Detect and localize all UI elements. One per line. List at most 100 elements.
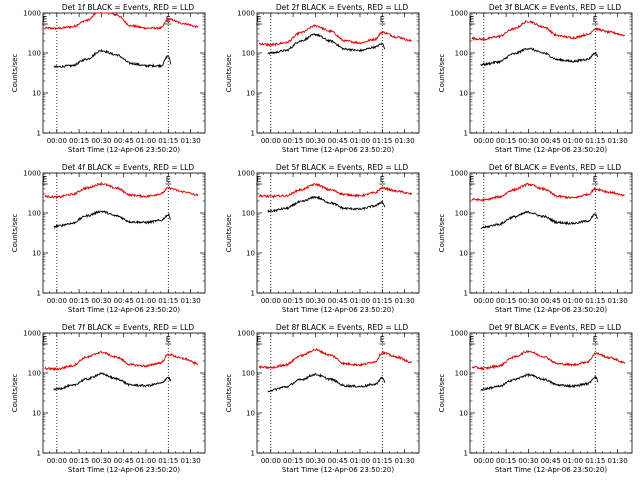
- x-tick-label: 00:15: [496, 137, 516, 145]
- panel-title: Det 8f BLACK = Events, RED = LLD: [276, 323, 409, 332]
- x-tick-label: 00:15: [283, 297, 303, 305]
- x-tick-label: 01:30: [394, 297, 414, 305]
- lld-series-line: [44, 350, 199, 372]
- panel-title: Det 5f BLACK = Events, RED = LLD: [276, 163, 409, 172]
- event-marker-label: E: [166, 335, 171, 344]
- x-tick-label: 00:30: [518, 137, 538, 145]
- event-marker-label: E: [42, 175, 47, 184]
- x-tick-label: 01:00: [136, 457, 156, 465]
- y-tick-label: 1000: [237, 170, 255, 178]
- x-axis-label: Start Time (12-Apr-06 23:50:20): [495, 146, 607, 154]
- y-tick-label: 1: [37, 450, 41, 458]
- y-tick-label: 100: [455, 210, 468, 218]
- events-series-line: [53, 209, 171, 229]
- event-marker-label: E: [380, 175, 385, 184]
- events-series-line: [53, 48, 172, 69]
- plot-frame: [42, 12, 206, 134]
- x-tick-label: 01:15: [585, 457, 605, 465]
- events-series-line: [267, 195, 386, 214]
- lld-series-line: [258, 24, 413, 47]
- x-tick-label: 01:15: [585, 137, 605, 145]
- x-axis-label: Start Time (12-Apr-06 23:50:20): [282, 146, 394, 154]
- x-tick-label: 01:15: [372, 137, 392, 145]
- x-tick-label: 00:15: [69, 137, 89, 145]
- lld-series-line: [471, 350, 626, 371]
- x-axis-label: Start Time (12-Apr-06 23:50:20): [68, 466, 180, 474]
- y-tick-label: 10: [32, 250, 41, 258]
- x-tick-label: 00:00: [474, 137, 494, 145]
- y-axis-label: Counts/sec: [225, 374, 233, 413]
- x-tick-label: 01:30: [180, 297, 200, 305]
- event-marker-label: E: [42, 15, 47, 24]
- events-series-line: [480, 47, 598, 67]
- event-marker-label: E: [469, 175, 474, 184]
- y-axis-label: Counts/sec: [11, 374, 19, 413]
- y-tick-label: 1000: [23, 10, 41, 18]
- x-tick-label: 00:45: [541, 457, 561, 465]
- x-tick-label: 01:15: [158, 297, 178, 305]
- event-marker-label: E: [380, 335, 385, 344]
- x-tick-label: 01:00: [136, 137, 156, 145]
- x-tick-label: 00:30: [91, 457, 111, 465]
- y-axis-label: Counts/sec: [11, 214, 19, 253]
- event-marker-label: E: [469, 335, 474, 344]
- x-tick-label: 01:30: [180, 137, 200, 145]
- x-tick-label: 00:15: [283, 457, 303, 465]
- x-tick-label: 01:15: [585, 297, 605, 305]
- x-tick-label: 00:15: [283, 137, 303, 145]
- y-tick-label: 100: [28, 370, 41, 378]
- y-tick-label: 1: [37, 290, 41, 298]
- y-tick-label: 100: [28, 50, 41, 58]
- x-axis-label: Start Time (12-Apr-06 23:50:20): [282, 466, 394, 474]
- plot-frame: [469, 332, 633, 454]
- x-tick-label: 00:45: [328, 297, 348, 305]
- y-axis-label: Counts/sec: [11, 54, 19, 93]
- x-tick-label: 01:15: [158, 457, 178, 465]
- event-marker-label: E: [42, 335, 47, 344]
- x-tick-label: 01:15: [372, 457, 392, 465]
- y-tick-label: 1000: [23, 170, 41, 178]
- y-tick-label: 10: [459, 250, 468, 258]
- x-tick-label: 00:00: [474, 457, 494, 465]
- x-tick-label: 01:00: [563, 457, 583, 465]
- y-axis-label: Counts/sec: [438, 374, 446, 413]
- x-axis-label: Start Time (12-Apr-06 23:50:20): [282, 306, 394, 314]
- x-tick-label: 00:45: [114, 457, 134, 465]
- event-marker-label: E: [256, 15, 261, 24]
- events-series-line: [480, 372, 599, 392]
- x-tick-label: 01:15: [158, 137, 178, 145]
- panel-title: Det 3f BLACK = Events, RED = LLD: [489, 3, 622, 12]
- x-tick-label: 00:30: [305, 137, 325, 145]
- y-axis-label: Counts/sec: [225, 214, 233, 253]
- y-tick-label: 10: [246, 410, 255, 418]
- events-series-line: [53, 372, 172, 391]
- x-tick-label: 00:45: [541, 137, 561, 145]
- x-axis-label: Start Time (12-Apr-06 23:50:20): [495, 306, 607, 314]
- y-tick-label: 10: [32, 90, 41, 98]
- y-tick-label: 1000: [23, 330, 41, 338]
- panel-title: Det 1f BLACK = Events, RED = LLD: [62, 3, 195, 12]
- lld-series-line: [258, 182, 413, 199]
- x-tick-label: 00:45: [114, 297, 134, 305]
- x-tick-label: 00:30: [305, 297, 325, 305]
- x-tick-label: 01:00: [563, 297, 583, 305]
- x-tick-label: 01:30: [607, 297, 627, 305]
- x-tick-label: 01:00: [350, 137, 370, 145]
- x-tick-label: 00:45: [114, 137, 134, 145]
- event-marker-label: E: [380, 15, 385, 24]
- x-tick-label: 00:30: [518, 297, 538, 305]
- y-tick-label: 1: [251, 130, 255, 138]
- x-tick-label: 00:30: [518, 457, 538, 465]
- x-axis-label: Start Time (12-Apr-06 23:50:20): [68, 306, 180, 314]
- lld-series-line: [258, 348, 413, 370]
- x-tick-label: 00:15: [496, 297, 516, 305]
- y-tick-label: 10: [246, 90, 255, 98]
- x-tick-label: 01:30: [607, 137, 627, 145]
- x-tick-label: 01:00: [350, 297, 370, 305]
- x-tick-label: 00:15: [496, 457, 516, 465]
- plot-frame: [42, 332, 206, 454]
- panel-title: Det 4f BLACK = Events, RED = LLD: [62, 163, 195, 172]
- panel-title: Det 6f BLACK = Events, RED = LLD: [489, 163, 622, 172]
- event-marker-label: E: [593, 335, 598, 344]
